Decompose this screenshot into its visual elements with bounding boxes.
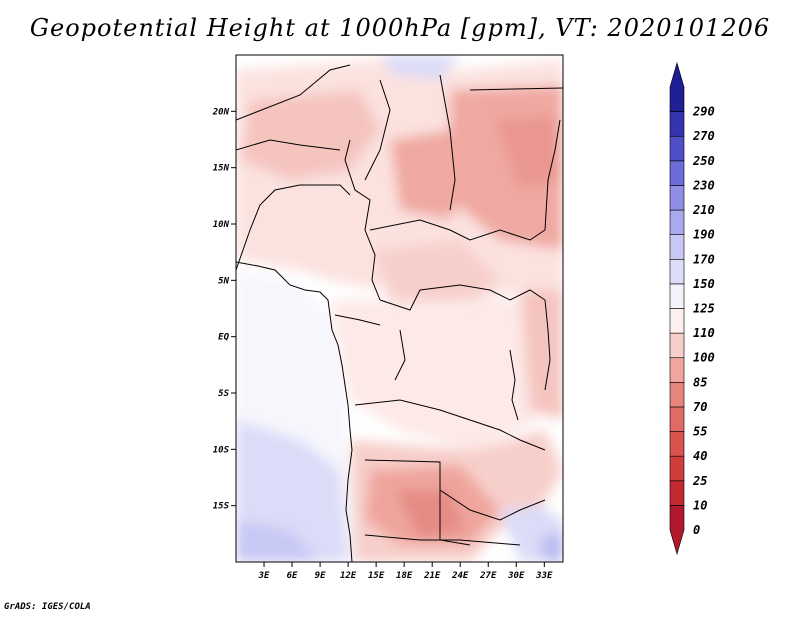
lat-tick-label: 15S: [213, 502, 230, 512]
colorbar-swatch: [669, 382, 685, 408]
colorbar-label: 150: [693, 277, 715, 291]
contour-field: [236, 55, 563, 562]
colorbar-label: 210: [692, 203, 715, 217]
lon-tick-label: 33E: [535, 571, 553, 581]
lon-tick-label: 3E: [258, 571, 270, 581]
lon-tick-label: 24E: [451, 571, 469, 581]
colorbar-label: 55: [693, 425, 707, 439]
latitude-axis: 20N 15N 10N 5N EQ 5S 10S 15S: [212, 107, 236, 512]
colorbar-label: 170: [693, 252, 715, 266]
lat-tick-label: 10N: [213, 220, 230, 230]
lon-tick-label: 27E: [479, 571, 497, 581]
colorbar-label: 110: [693, 326, 715, 340]
colorbar-swatch: [669, 234, 685, 260]
colorbar-swatch: [669, 480, 685, 506]
colorbar-label: 190: [693, 228, 715, 242]
colorbar-swatch: [669, 160, 685, 186]
colorbar-swatch: [669, 308, 685, 334]
lon-tick-label: 21E: [423, 571, 441, 581]
colorbar-label: 100: [693, 351, 715, 365]
map-frame: [235, 54, 564, 563]
colorbar-label: 250: [692, 154, 715, 168]
lat-tick-label: 20N: [212, 107, 230, 117]
colorbar-swatch: [669, 357, 685, 383]
colorbar-label: 40: [693, 449, 707, 463]
lat-tick-label: 5S: [218, 389, 229, 399]
lat-tick-label: EQ: [218, 333, 229, 343]
colorbar-label: 270: [692, 129, 715, 143]
colorbar: 0 10 25 40 55 70 85 100 110 125 150 170 190 210 230 250…: [669, 61, 715, 556]
colorbar-label: 85: [693, 375, 707, 389]
lon-tick-label: 9E: [315, 571, 326, 581]
lon-tick-label: 15E: [368, 571, 385, 581]
colorbar-label: 125: [693, 302, 715, 316]
colorbar-swatch: [669, 258, 685, 285]
lon-tick-label: 12E: [340, 571, 357, 581]
colorbar-label: 25: [692, 474, 707, 488]
colorbar-label: 230: [692, 178, 715, 192]
colorbar-swatch: [669, 209, 685, 235]
coastlines: [236, 64, 563, 562]
colorbar-swatch: [669, 111, 685, 137]
colorbar-label: 10: [693, 498, 707, 512]
lon-tick-label: 18E: [396, 571, 413, 581]
credit-text: GrADS: IGES/COLA: [4, 602, 91, 612]
colorbar-label: 70: [693, 400, 707, 414]
lat-tick-label: 15N: [213, 164, 230, 174]
colorbar-swatch: [669, 406, 685, 432]
colorbar-label: 290: [692, 105, 715, 119]
colorbar-swatch: [669, 283, 685, 309]
colorbar-swatch: [669, 332, 685, 359]
colorbar-label: 0: [693, 523, 700, 537]
colorbar-swatch: [669, 505, 685, 556]
map-title: Geopotential Height at 1000hPa [gpm], VT…: [29, 14, 771, 42]
colorbar-swatch: [669, 455, 685, 482]
lat-tick-label: 5N: [218, 276, 229, 286]
colorbar-swatch: [669, 61, 685, 112]
colorbar-swatch: [669, 431, 685, 457]
colorbar-swatch: [669, 185, 685, 211]
lon-tick-label: 30E: [507, 571, 525, 581]
longitude-axis: 3E 6E 9E 12E 15E 18E 21E 24E 27E 30E 33E: [258, 562, 553, 581]
colorbar-swatch: [669, 135, 685, 162]
lon-tick-label: 6E: [287, 571, 298, 581]
lat-tick-label: 10S: [213, 445, 230, 455]
